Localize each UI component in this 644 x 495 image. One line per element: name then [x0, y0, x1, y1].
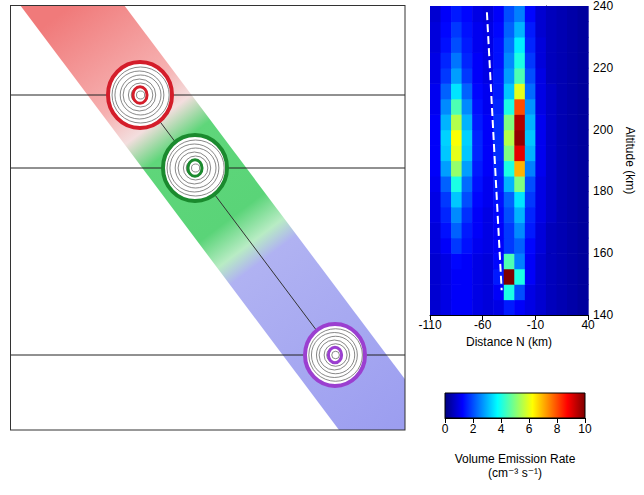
svg-text:8: 8	[554, 422, 561, 436]
svg-text:(cm⁻³ s⁻¹): (cm⁻³ s⁻¹)	[488, 466, 542, 480]
svg-text:140: 140	[593, 308, 613, 322]
svg-text:6: 6	[526, 422, 533, 436]
svg-text:Altitude (km): Altitude (km)	[623, 127, 637, 194]
svg-text:2: 2	[470, 422, 477, 436]
svg-text:Volume Emission Rate: Volume Emission Rate	[455, 452, 576, 466]
svg-text:220: 220	[593, 61, 613, 75]
svg-text:200: 200	[593, 123, 613, 137]
svg-text:4: 4	[498, 422, 505, 436]
svg-text:Distance N (km): Distance N (km)	[466, 335, 552, 349]
svg-text:180: 180	[593, 184, 613, 198]
svg-text:0: 0	[442, 422, 449, 436]
svg-text:240: 240	[593, 0, 613, 13]
svg-text:-110: -110	[418, 318, 441, 332]
svg-text:-60: -60	[474, 318, 492, 332]
svg-text:-10: -10	[527, 318, 545, 332]
svg-text:10: 10	[578, 422, 592, 436]
svg-text:160: 160	[593, 246, 613, 260]
svg-text:40: 40	[581, 318, 595, 332]
